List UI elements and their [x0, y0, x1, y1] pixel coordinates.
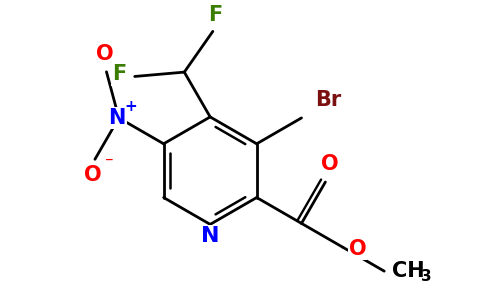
- Text: O: O: [349, 239, 366, 259]
- Text: O: O: [84, 165, 102, 185]
- Text: O: O: [96, 44, 113, 64]
- Text: N: N: [108, 108, 125, 128]
- Text: F: F: [208, 5, 222, 26]
- Text: 3: 3: [421, 268, 432, 284]
- Text: O: O: [320, 154, 338, 174]
- Text: Br: Br: [316, 90, 342, 110]
- Text: N: N: [201, 226, 219, 246]
- Text: F: F: [112, 64, 127, 85]
- Text: CH: CH: [392, 261, 425, 281]
- Text: ⁻: ⁻: [105, 154, 113, 172]
- Text: +: +: [124, 100, 137, 115]
